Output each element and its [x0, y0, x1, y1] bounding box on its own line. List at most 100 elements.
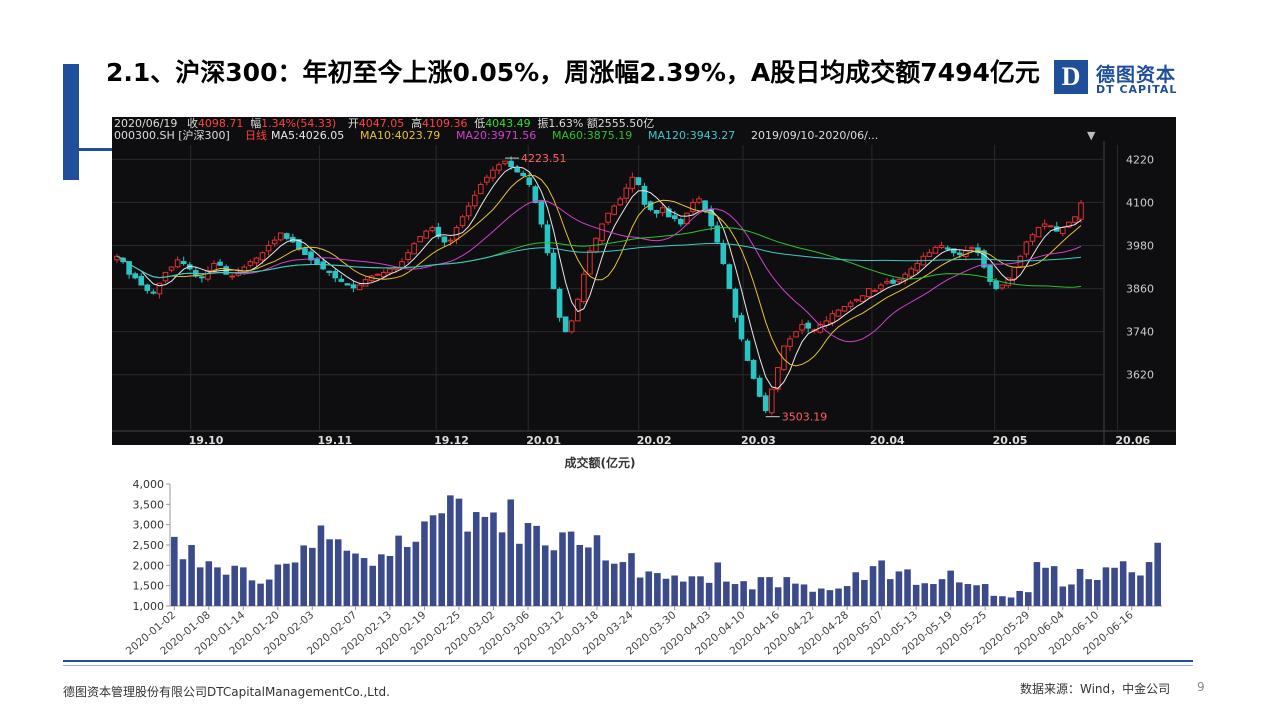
- volume-bar: [645, 571, 653, 606]
- x-tick-label: 20.05: [993, 434, 1028, 445]
- candle-body: [405, 252, 411, 261]
- candle-body: [138, 275, 145, 286]
- volume-bar: [196, 567, 204, 606]
- candle-body: [611, 205, 617, 215]
- volume-bar: [740, 581, 747, 606]
- candle-body: [356, 284, 363, 291]
- volume-bar: [1145, 562, 1153, 606]
- volume-bar: [654, 573, 661, 606]
- volume-bar: [386, 555, 394, 606]
- candle-body: [1035, 227, 1042, 238]
- volume-bar: [1076, 568, 1084, 606]
- candle-body: [562, 316, 569, 333]
- vol-y-tick-label: 3,500: [133, 498, 165, 511]
- volume-bar: [809, 591, 816, 606]
- candle-body: [914, 262, 921, 271]
- volume-bar: [981, 584, 989, 606]
- candle-body: [926, 252, 933, 258]
- volume-bar: [930, 584, 937, 606]
- company-logo: D 德图资本 DT CAPITAL: [1054, 60, 1184, 100]
- candle-body: [690, 201, 696, 213]
- y-tick-label: 3860: [1126, 283, 1154, 296]
- volume-bar: [679, 581, 687, 606]
- candle-body: [496, 164, 502, 171]
- candle-body: [411, 243, 417, 255]
- volume-bar: [628, 553, 635, 606]
- candle-body: [726, 264, 733, 290]
- volume-bar: [852, 572, 860, 606]
- kline-svg: 2020/06/19 收 4098.71 幅 1.34%(54.33) 开 4047.05 高…: [112, 117, 1176, 445]
- accent-line: [79, 148, 119, 151]
- volume-bar: [912, 584, 920, 606]
- candle-body: [435, 226, 442, 238]
- kline-header-text: 开: [348, 117, 359, 130]
- vol-y-tick-label: 2,000: [133, 559, 165, 572]
- candle-body: [1005, 277, 1012, 287]
- volume-bar: [990, 595, 998, 606]
- candle-body: [568, 320, 575, 333]
- candle-body: [1023, 241, 1030, 255]
- candle-body: [538, 201, 545, 225]
- volume-bar: [1042, 567, 1049, 606]
- candle-body: [956, 252, 963, 255]
- volume-bar: [610, 563, 618, 606]
- y-tick-label: 3980: [1126, 240, 1154, 253]
- candle-body: [781, 345, 787, 371]
- volume-bar: [283, 563, 290, 606]
- kline-header-text: 日线: [245, 128, 267, 142]
- volume-bar: [541, 545, 549, 606]
- volume-bar: [559, 532, 566, 606]
- kline-header-text: 振: [538, 117, 549, 130]
- annotation-label: 3503.19: [782, 411, 828, 424]
- volume-bar: [748, 589, 756, 606]
- volume-bar: [1050, 566, 1058, 606]
- candle-body: [878, 284, 884, 290]
- candle-body: [944, 247, 951, 250]
- volume-bar: [334, 539, 342, 606]
- volume-bar: [904, 569, 911, 606]
- candle-body: [678, 218, 684, 225]
- footer-divider-thin: [63, 665, 1193, 666]
- candle-body: [847, 302, 854, 308]
- candle-body: [750, 359, 757, 379]
- candle-body: [205, 270, 211, 280]
- volume-bar: [274, 564, 282, 606]
- candle-body: [417, 236, 423, 243]
- candle-body: [344, 283, 351, 286]
- candle-body: [423, 230, 430, 239]
- candle-body: [768, 388, 775, 414]
- candle-body: [332, 270, 339, 279]
- candle-body: [950, 248, 957, 254]
- kline-header-text: 4047.05: [359, 117, 405, 130]
- candle-body: [617, 198, 624, 206]
- candle-body: [671, 215, 678, 220]
- candle-body: [199, 276, 205, 279]
- volume-bar: [1102, 567, 1110, 606]
- volume-chart-title: 成交额(亿元): [564, 456, 636, 470]
- candle-body: [993, 280, 999, 290]
- volume-bar: [240, 567, 247, 606]
- kline-header-text: 000300.SH [沪深300]: [114, 128, 230, 142]
- candle-body: [174, 259, 181, 268]
- volume-bar: [938, 579, 946, 606]
- vol-y-tick-label: 1,500: [133, 580, 165, 593]
- volume-bar: [878, 560, 885, 606]
- volume-bar: [1033, 562, 1041, 606]
- volume-bar: [214, 567, 221, 606]
- candle-body: [156, 282, 163, 295]
- volume-bar: [861, 579, 868, 606]
- vol-y-tick-label: 4,000: [133, 478, 165, 491]
- volume-bar: [1128, 572, 1136, 606]
- candle-body: [441, 236, 448, 243]
- candle-body: [126, 261, 132, 275]
- kline-header-text: MA120:3943.27: [648, 129, 735, 142]
- volume-bar: [947, 570, 954, 606]
- volume-bar: [309, 547, 316, 606]
- volume-bar: [688, 576, 696, 606]
- candle-body: [211, 262, 217, 273]
- kline-header-text: 低: [474, 117, 485, 130]
- volume-bar: [171, 536, 178, 606]
- volume-bar: [222, 574, 230, 606]
- volume-bar: [455, 498, 463, 606]
- candle-body: [247, 261, 254, 266]
